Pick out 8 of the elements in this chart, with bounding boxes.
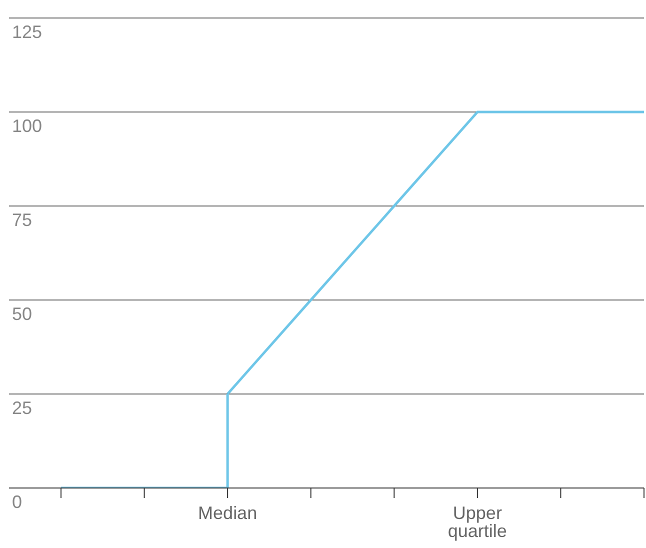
y-tick-label: 25 <box>12 398 32 418</box>
y-tick-label: 75 <box>12 210 32 230</box>
y-tick-label: 50 <box>12 304 32 324</box>
x-tick-label: Median <box>198 502 258 523</box>
y-tick-label: 0 <box>12 492 22 512</box>
x-tick-label: Upper quartile <box>448 502 507 541</box>
y-tick-label: 125 <box>12 22 42 42</box>
y-tick-label: 100 <box>12 116 42 136</box>
